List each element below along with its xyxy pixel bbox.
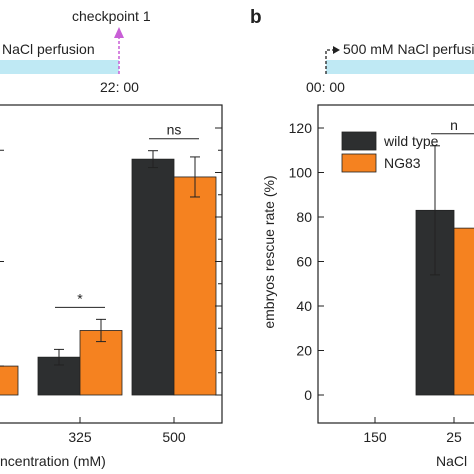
panel-b-ytick-label: 100 [289,165,313,181]
panel-a-xtick-label: 500 [162,429,186,445]
panel-a-timeline-time: 22: 00 [100,79,139,95]
panel-a-timeline-label: NaCl perfusion [2,41,95,57]
panel-a-bar [131,158,175,396]
panel-b-legend: wild type NG83 [341,131,439,173]
panel-b-ytick-label: 80 [296,209,312,225]
panel-a-xtick-label: 325 [68,429,92,445]
panel-b-ytick-label: 60 [296,254,312,270]
panel-a-xlabel: ncentration (mM) [0,453,106,469]
legend-swatch-ng83 [341,153,377,173]
panel-b-xtick-label: 150 [363,429,387,445]
panel-a-chart: * ns 325 500 ncentration (mM) [0,104,223,469]
panel-b-ytick-label: 40 [296,298,312,314]
legend-swatch-wild-type [341,131,377,151]
panel-b-ytick-label: 0 [304,387,312,403]
panel-b-chart: n 0 20 40 60 80 100 120 150 25 embryos rescue rat… [261,104,474,469]
checkpoint-label: checkpoint 1 [72,8,151,24]
checkpoint-arrow-head [114,27,124,38]
legend-label-ng83: NG83 [384,155,421,171]
panel-b-xlabel: NaCl [436,453,467,469]
panel-a-significance-label: ns [167,122,182,138]
panel-b-timeline-time: 00: 00 [306,79,345,95]
start-arrow-head [333,46,340,54]
panel-a-significance-label: * [77,290,83,306]
panel-b-ylabel: embryos rescue rate (%) [261,175,277,328]
panel-b-ytick-label: 20 [296,343,312,359]
panel-b-timeline: b 500 mM NaCl perfusi 00: 00 [250,7,474,95]
panel-a-bar [173,176,217,396]
panel-a-plot-frame [0,104,223,424]
panel-b-plot-frame [317,104,474,424]
panel-b-significance-label: n [450,117,458,133]
panel-b-timeline-label: 500 mM NaCl perfusi [343,41,474,57]
panel-a-partial-bar [0,365,19,396]
start-arrow-icon [325,49,334,74]
panel-b-ytick-label: 120 [289,120,313,136]
panel-b-label: b [250,7,262,28]
panel-a-timeline-bar [0,60,119,74]
panel-b-xtick-label: 25 [446,429,462,445]
legend-label-wild-type: wild type [383,133,439,149]
panel-b-bar [453,227,474,396]
panel-a-timeline: NaCl perfusion checkpoint 1 22: 00 [0,8,151,95]
panel-b-timeline-bar [326,60,474,74]
